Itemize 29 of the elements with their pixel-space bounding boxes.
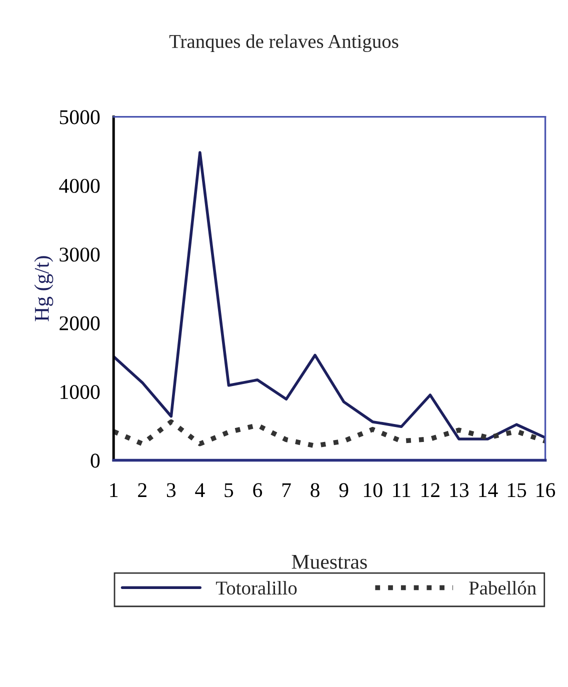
legend-label: Pabellón [469, 580, 536, 595]
x-tick-label: 11 [393, 483, 410, 497]
x-tick-label: 15 [508, 483, 526, 498]
x-axis-title: Muestras [292, 554, 367, 569]
line-series [114, 419, 546, 448]
x-tick-label: 5 [224, 483, 234, 498]
y-axis-title: Hg (g/t) [34, 256, 54, 322]
x-tick-label: 4 [195, 483, 205, 497]
y-tick-label: 0 [90, 454, 100, 468]
x-tick-label: 16 [536, 483, 556, 498]
x-tick-label: 8 [310, 483, 320, 498]
x-tick-label: 2 [138, 483, 146, 497]
x-tick-label: 3 [166, 483, 176, 498]
x-tick-label: 12 [422, 483, 440, 497]
x-tick-label: 13 [450, 483, 469, 498]
legend-label: Totoralillo [216, 580, 297, 595]
y-tick-label: 4000 [59, 178, 100, 193]
line-series [114, 151, 546, 440]
y-tick-label: 1000 [60, 384, 100, 400]
x-tick-label: 6 [253, 483, 262, 498]
y-tick-label: 5000 [60, 110, 100, 124]
x-tick-label: 7 [282, 483, 291, 497]
y-tick-label: 2000 [60, 316, 100, 330]
chart-title: Tranques de relaves Antiguos [169, 34, 398, 52]
x-tick-label: 1 [110, 483, 118, 497]
x-tick-label: 9 [339, 483, 348, 498]
x-tick-label: 14 [479, 483, 498, 497]
y-tick-label: 3000 [60, 248, 100, 262]
x-tick-label: 10 [364, 483, 382, 498]
